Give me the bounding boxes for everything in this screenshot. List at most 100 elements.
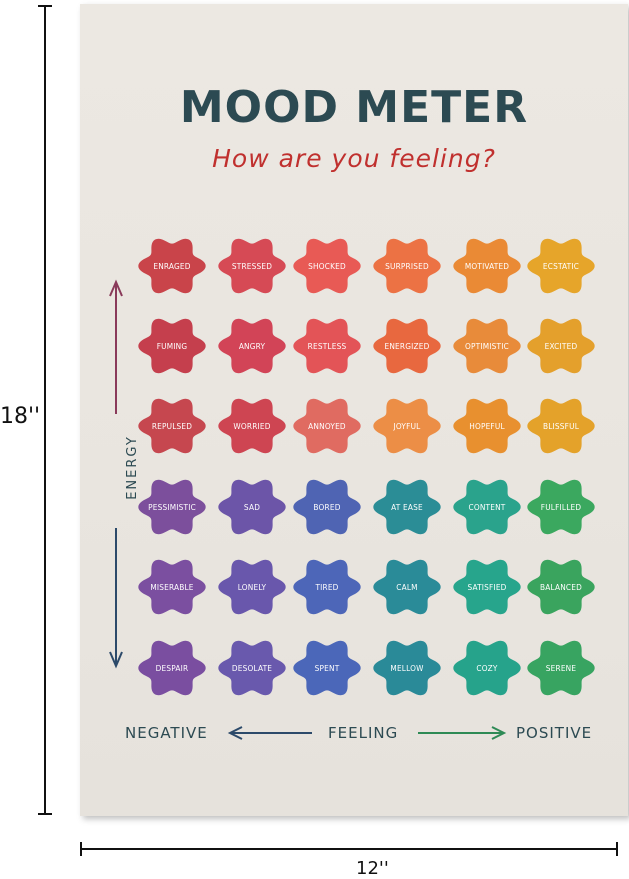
flower-shape [373,318,441,374]
mood-flower-ecstatic: ECSTATIC [526,233,596,299]
flower-petals [138,640,206,696]
mood-flower-balanced: BALANCED [526,554,596,620]
flower-petals [453,398,521,454]
mood-label: BLISSFUL [542,421,579,431]
energy-up-arrow-icon [109,279,123,414]
mood-flower-joyful: JOYFUL [372,393,442,459]
flower-shape [453,238,521,294]
flower-petals [373,318,441,374]
mood-flower-hopeful: HOPEFUL [452,393,522,459]
flower-petals [527,398,595,454]
mood-label: SPENT [314,663,340,673]
flower-petals [218,398,286,454]
energy-down-arrow-icon [109,528,123,669]
mood-flower-surprised: SURPRISED [372,233,442,299]
flower-petals [138,479,206,535]
flower-shape [373,238,441,294]
flower-shape [373,640,441,696]
mood-flower-fuming: FUMING [137,313,207,379]
width-dimension-label: 12'' [356,858,389,879]
flower-petals [218,640,286,696]
flower-petals [218,479,286,535]
flower-shape [527,238,595,294]
flower-petals [218,559,286,615]
mood-flower-satisfied: SATISFIED [452,554,522,620]
height-dimension-line [44,6,46,814]
mood-label: REPULSED [151,421,193,431]
flower-shape [218,318,286,374]
flower-petals [453,640,521,696]
flower-shape [218,398,286,454]
flower-petals [453,318,521,374]
flower-petals [293,238,361,294]
mood-label: COZY [476,663,498,673]
flower-shape [527,559,595,615]
height-dimension-cap-top [38,5,52,7]
flower-shape [293,398,361,454]
mood-flower-excited: EXCITED [526,313,596,379]
flower-shape [218,559,286,615]
flower-petals [453,479,521,535]
flower-shape [453,559,521,615]
flower-petals [373,479,441,535]
flower-petals [138,238,206,294]
positive-arrow-icon [418,726,507,740]
flower-shape [527,640,595,696]
poster-subtitle: How are you feeling? [212,144,496,173]
flower-shape [138,479,206,535]
mood-flower-shocked: SHOCKED [292,233,362,299]
width-dimension-cap-left [80,842,82,856]
mood-meter-poster: MOOD METER How are you feeling? ENRAGED S… [80,4,628,816]
flower-shape [293,238,361,294]
mood-label: ECSTATIC [542,261,580,271]
mood-label: ENERGIZED [384,341,430,351]
mood-label: LONELY [237,582,267,592]
mood-flower-restless: RESTLESS [292,313,362,379]
mood-flower-calm: CALM [372,554,442,620]
mood-label: ANGRY [238,341,266,351]
flower-shape [293,318,361,374]
flower-shape [138,640,206,696]
mood-flower-desolate: DESOLATE [217,635,287,701]
mood-flower-enraged: ENRAGED [137,233,207,299]
mood-label: SATISFIED [467,582,507,592]
feeling-label: FEELING [328,724,399,742]
mood-label: EXCITED [544,341,578,351]
mood-grid: ENRAGED STRESSED SHOCKED SURPRISED MOTIVATED… [80,4,628,816]
mood-flower-annoyed: ANNOYED [292,393,362,459]
flower-shape [373,479,441,535]
width-dimension-cap-right [616,842,618,856]
mood-label: MISERABLE [150,582,194,592]
flower-petals [138,559,206,615]
mood-label: STRESSED [231,261,273,271]
flower-shape [453,398,521,454]
flower-shape [527,479,595,535]
mood-label: JOYFUL [393,421,421,431]
mood-label: SURPRISED [385,261,429,271]
mood-label: ENRAGED [153,261,191,271]
mood-label: RESTLESS [307,341,347,351]
flower-shape [138,238,206,294]
flower-shape [138,559,206,615]
flower-petals [527,640,595,696]
mood-flower-tired: TIRED [292,554,362,620]
flower-petals [373,398,441,454]
flower-shape [138,398,206,454]
mood-flower-miserable: MISERABLE [137,554,207,620]
flower-petals [527,238,595,294]
flower-shape [453,479,521,535]
mood-flower-mellow: MELLOW [372,635,442,701]
mood-flower-content: CONTENT [452,474,522,540]
mood-label: MELLOW [390,663,424,673]
flower-shape [293,559,361,615]
mood-flower-fulfilled: FULFILLED [526,474,596,540]
mood-flower-lonely: LONELY [217,554,287,620]
poster-title: MOOD METER [179,82,529,133]
flower-shape [527,318,595,374]
mood-flower-blissful: BLISSFUL [526,393,596,459]
flower-petals [293,479,361,535]
mood-label: WORRIED [233,421,271,431]
mood-label: BALANCED [540,582,582,592]
flower-petals [293,640,361,696]
flower-petals [527,479,595,535]
